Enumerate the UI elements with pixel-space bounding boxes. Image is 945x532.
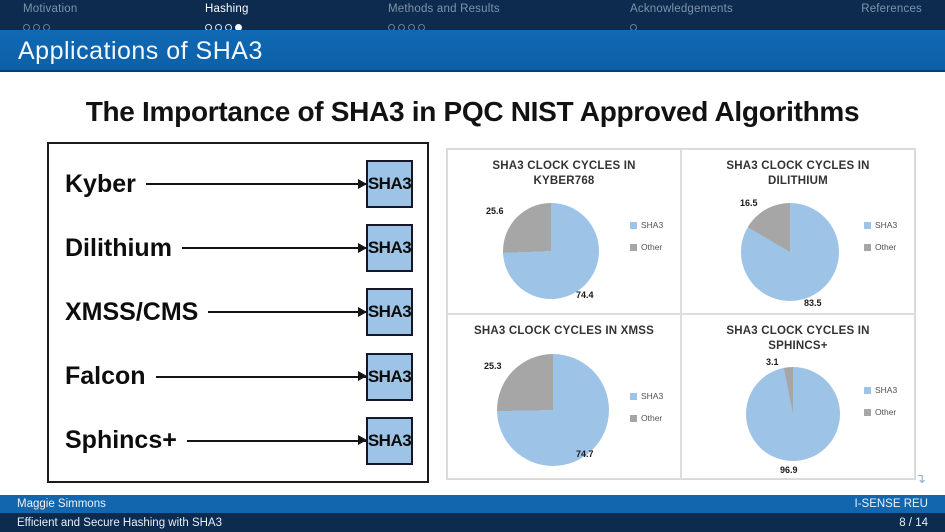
footer-title-bar: Efficient and Secure Hashing with SHA3 8… (0, 513, 945, 532)
legend-label: SHA3 (641, 220, 664, 230)
frame-title-bar: Applications of SHA3 (0, 30, 945, 72)
diagram-row-sphincs: Sphincs+ SHA3 (65, 416, 413, 465)
data-label-other: 16.5 (740, 198, 758, 208)
arrow-right-icon (186, 435, 368, 446)
legend-item-sha3: SHA3 (630, 391, 663, 401)
legend-swatch-icon (630, 392, 637, 400)
footer-institute: I-SENSE REU (854, 498, 929, 510)
footer-author-bar: Maggie Simmons I-SENSE REU (0, 495, 945, 513)
legend-label: Other (875, 242, 897, 252)
legend-swatch-icon (864, 386, 871, 394)
nav-section-motivation[interactable]: Motivation (23, 3, 78, 31)
legend-swatch-icon (864, 408, 871, 416)
sha3-box: SHA3 (366, 352, 413, 401)
arrow-right-icon (155, 371, 368, 382)
legend-swatch-icon (864, 243, 871, 251)
legend-item-other: Other (864, 407, 897, 417)
sha3-box: SHA3 (366, 160, 413, 209)
legend-item-other: Other (630, 413, 663, 423)
chart-title: SHA3 CLOCK CYCLES IN KYBER768 (492, 160, 636, 187)
diagram-row-xmss-cms: XMSS/CMS SHA3 (65, 288, 413, 337)
section-progress-dots[interactable] (23, 18, 77, 31)
footer-author: Maggie Simmons (17, 498, 106, 510)
nav-section-label[interactable]: Acknowledgements (630, 3, 733, 15)
pie-graphic (741, 203, 839, 301)
algorithm-label: Kyber (65, 169, 136, 198)
chart-title: SHA3 CLOCK CYCLES IN DILITHIUM (726, 160, 870, 187)
algorithm-label: Falcon (65, 362, 146, 391)
algorithm-label: Dilithium (65, 233, 172, 262)
pie-chart-sphincs: SHA3 CLOCK CYCLES IN SPHINCS+ 3.1 96.9 S… (681, 314, 915, 479)
diagram-row-dilithium: Dilithium SHA3 (65, 224, 413, 273)
legend-item-other: Other (630, 242, 663, 252)
legend-label: SHA3 (875, 385, 898, 395)
chart-legend: SHA3 Other (630, 391, 663, 423)
legend-item-other: Other (864, 242, 897, 252)
nav-section-label[interactable]: Methods and Results (388, 3, 500, 15)
legend-swatch-icon (630, 243, 637, 251)
pie-chart-kyber768: SHA3 CLOCK CYCLES IN KYBER768 25.6 74.4 … (447, 149, 681, 314)
legend-swatch-icon (630, 414, 637, 422)
frame-title: Applications of SHA3 (18, 37, 263, 65)
data-label-sha3: 74.7 (576, 449, 594, 459)
data-label-sha3: 74.4 (576, 290, 594, 300)
data-label-sha3: 83.5 (804, 298, 822, 308)
section-progress-dots[interactable] (630, 18, 733, 31)
legend-swatch-icon (630, 221, 637, 229)
nav-section-hashing[interactable]: Hashing (205, 3, 249, 31)
nav-section-references[interactable]: References (861, 3, 922, 27)
pie-graphic (497, 354, 609, 466)
sha3-box: SHA3 (366, 224, 413, 273)
chart-title: SHA3 CLOCK CYCLES IN XMSS (473, 325, 655, 337)
arrow-right-icon (208, 306, 367, 317)
diagram-row-kyber: Kyber SHA3 (65, 160, 413, 209)
data-label-sha3: 96.9 (780, 465, 798, 475)
pie-chart-panel: SHA3 CLOCK CYCLES IN KYBER768 25.6 74.4 … (446, 148, 916, 480)
chart-title: SHA3 CLOCK CYCLES IN SPHINCS+ (726, 325, 870, 352)
chart-legend: SHA3 Other (864, 220, 897, 252)
sha3-box: SHA3 (366, 416, 413, 465)
algorithms-sha3-diagram: Kyber SHA3 Dilithium SHA3 XMSS/CMS SHA3 … (47, 142, 429, 483)
legend-item-sha3: SHA3 (630, 220, 663, 230)
legend-label: SHA3 (875, 220, 898, 230)
nav-section-acknowledgements[interactable]: Acknowledgements (630, 3, 733, 31)
nav-section-label[interactable]: Motivation (23, 3, 78, 15)
slide-navigation-arrow-icon[interactable]: ↴ (915, 471, 926, 486)
pie-graphic (746, 367, 840, 461)
section-progress-dots[interactable] (861, 18, 922, 27)
data-label-other: 25.6 (486, 206, 504, 216)
section-progress-dots[interactable] (388, 18, 500, 31)
arrow-right-icon (145, 178, 368, 189)
section-progress-dots[interactable] (205, 18, 249, 31)
data-label-other: 25.3 (484, 361, 502, 371)
arrow-right-icon (181, 242, 368, 253)
pie-chart-xmss: SHA3 CLOCK CYCLES IN XMSS 25.3 74.7 SHA3… (447, 314, 681, 479)
nav-section-methods-and-results[interactable]: Methods and Results (388, 3, 500, 31)
legend-label: Other (641, 242, 663, 252)
legend-label: Other (641, 413, 663, 423)
footer-short-title: Efficient and Secure Hashing with SHA3 (17, 516, 222, 529)
section-navigation-bar: Motivation Hashing Methods and Results A… (0, 0, 945, 31)
legend-label: Other (875, 407, 897, 417)
data-label-other: 3.1 (766, 357, 779, 367)
diagram-row-falcon: Falcon SHA3 (65, 352, 413, 401)
legend-swatch-icon (864, 221, 871, 229)
chart-legend: SHA3 Other (864, 385, 897, 417)
algorithm-label: Sphincs+ (65, 426, 177, 455)
legend-item-sha3: SHA3 (864, 385, 897, 395)
footer-page-number: 8 / 14 (899, 516, 928, 529)
sha3-box: SHA3 (366, 288, 413, 337)
algorithm-label: XMSS/CMS (65, 297, 199, 326)
chart-legend: SHA3 Other (630, 220, 663, 252)
pie-chart-dilithium: SHA3 CLOCK CYCLES IN DILITHIUM 16.5 83.5… (681, 149, 915, 314)
pie-graphic (503, 203, 599, 299)
legend-label: SHA3 (641, 391, 664, 401)
nav-section-label[interactable]: Hashing (205, 3, 249, 15)
slide-heading: The Importance of SHA3 in PQC NIST Appro… (85, 96, 860, 127)
nav-section-label[interactable]: References (861, 3, 922, 15)
legend-item-sha3: SHA3 (864, 220, 897, 230)
